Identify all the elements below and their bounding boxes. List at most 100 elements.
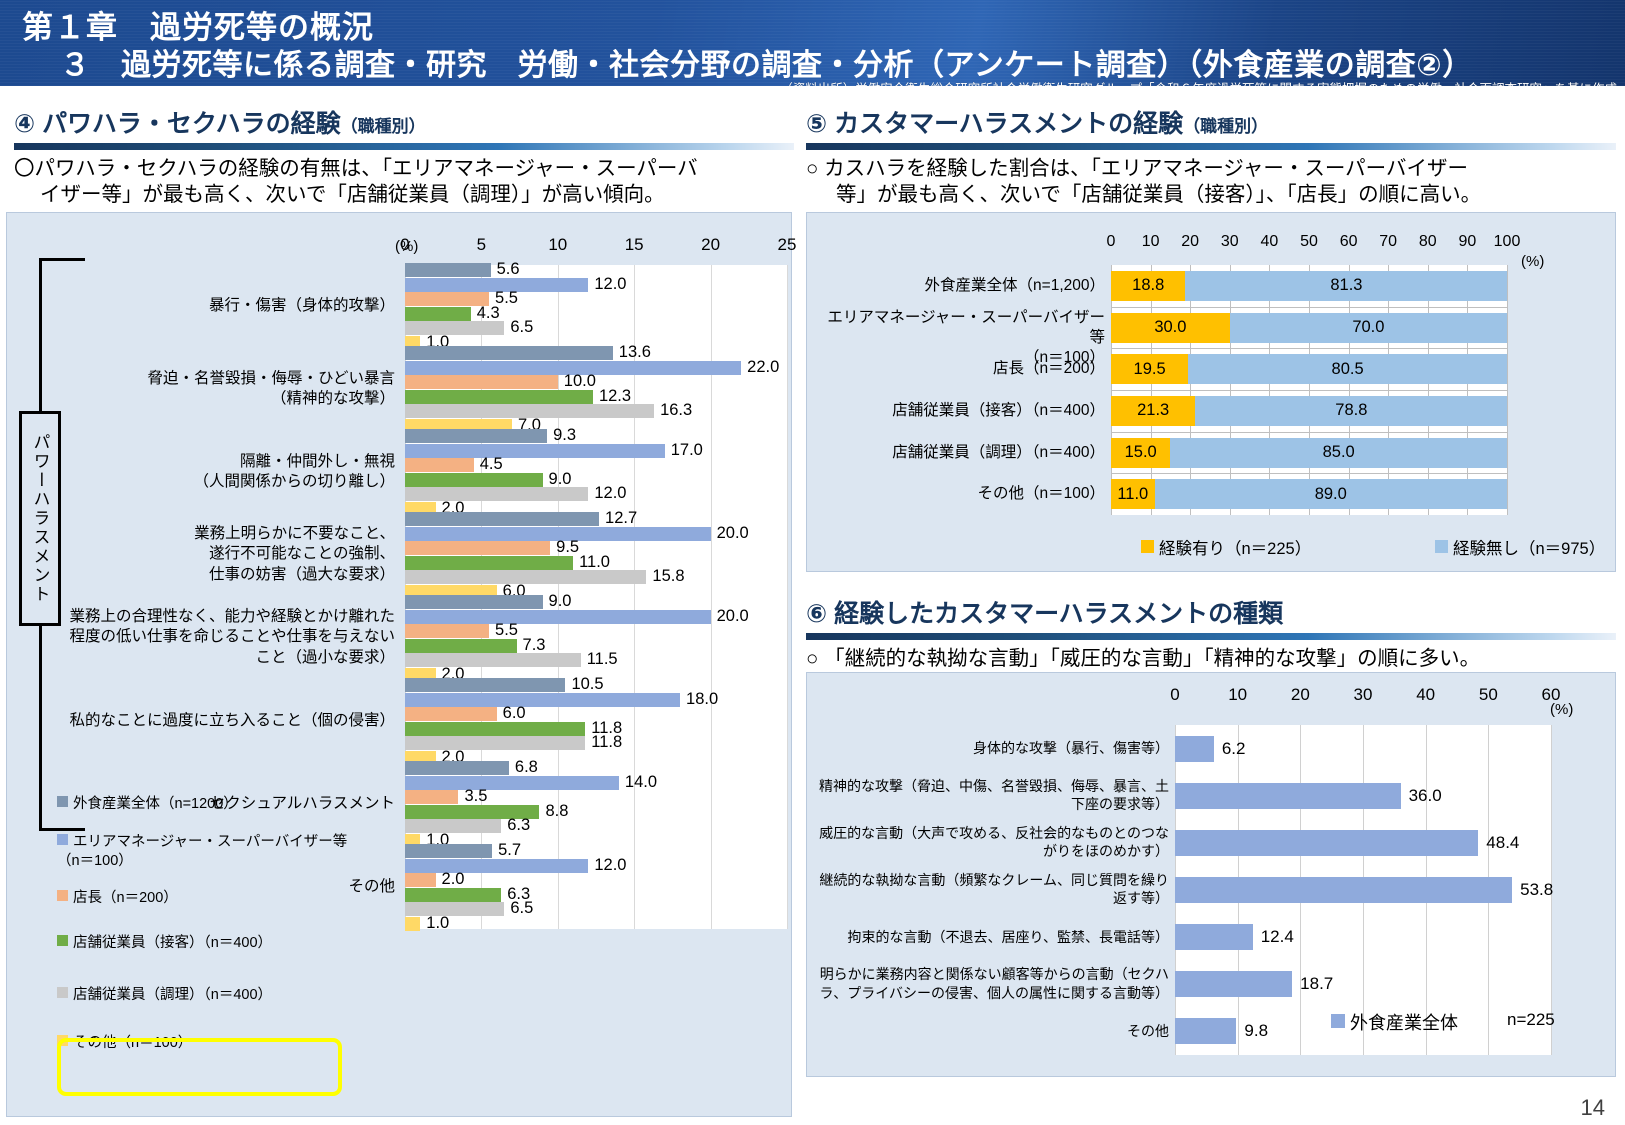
chart5-axis-tick: 0 — [1106, 233, 1116, 250]
chart4-bar — [405, 819, 502, 834]
chart5-bar-segment: 18.8 — [1111, 270, 1186, 301]
chart5-bar-segment: 11.0 — [1111, 479, 1155, 510]
chart5-legend-swatch — [1141, 540, 1154, 553]
chart6-bar-value: 12.4 — [1260, 927, 1294, 947]
section5-lead-line1: ○ カスハラを経験した割合は、「エリアマネージャー・スーパーバイザー — [806, 157, 1468, 180]
section5-lead: ○ カスハラを経験した割合は、「エリアマネージャー・スーパーバイザー 等」が最も… — [806, 156, 1616, 208]
chart4-bar — [405, 624, 490, 639]
chart4-bar-value: 9.0 — [548, 592, 572, 611]
chart4-bar-value: 6.5 — [510, 899, 534, 918]
section4-lead-line2: イザー等」が最も高く、次いで「店舗従業員（調理）」が高い傾向。 — [40, 183, 665, 207]
chart4-bar-value: 11.8 — [591, 733, 623, 752]
section6-lead-line1: ○ 「継続的な執拗な言動」「威圧的な言動」「精神的な攻撃」の順に多い。 — [806, 647, 1481, 670]
chart5-bar-segment: 85.0 — [1170, 437, 1507, 468]
chart4-bar — [405, 804, 540, 819]
chart6-bar-value: 36.0 — [1408, 785, 1442, 805]
chart6-category-label: 威圧的な言動（大声で攻める、反社会的なものとのつな がりをほのめかす） — [819, 824, 1169, 860]
chart6-bar — [1175, 829, 1479, 856]
chart4-bar — [405, 887, 502, 902]
chart6-bar-value: 48.4 — [1486, 832, 1520, 852]
chart4-bar-value: 6.8 — [514, 758, 538, 777]
chart4-legend-label: 店舗従業員（接客）（n＝400） — [73, 935, 273, 951]
chart4-bar — [405, 653, 581, 668]
chart4-bar — [405, 404, 655, 419]
chart4-bar-value: 18.0 — [686, 689, 719, 708]
chart4-axis-tick: 15 — [624, 235, 644, 254]
chart4-category-label: 暴行・傷害（身体的攻撃） — [208, 297, 395, 314]
section5-heading: ⑤ カスタマーハラスメントの経験（職種別） ○ カスハラを経験した割合は、「エリ… — [806, 104, 1616, 208]
chart4-bar — [405, 775, 619, 790]
chart4-bar-value: 6.3 — [507, 884, 531, 903]
chart5-bar-segment: 78.8 — [1195, 395, 1508, 426]
chart4-bar-value: 13.6 — [618, 343, 651, 362]
chart5-rowline — [1111, 348, 1507, 350]
chart4-axis-tick: 25 — [777, 235, 797, 254]
chart4-legend-label: 店長（n＝200） — [73, 890, 178, 906]
chart4-bar — [405, 360, 742, 375]
page-number: 14 — [1580, 1095, 1605, 1120]
chart4-bar — [405, 487, 589, 502]
section4-lead: 〇パワハラ・セクハラの経験の有無は、「エリアマネージャー・スーパーバ イザー等」… — [14, 156, 794, 208]
chart4-bar — [405, 858, 589, 873]
chart6-axis-tick: 20 — [1290, 685, 1310, 704]
chart4-bar — [405, 306, 471, 321]
chart4-bar — [405, 458, 474, 473]
chart4-bar-value: 12.3 — [598, 386, 632, 405]
chart4-bar-value: 6.5 — [510, 318, 534, 337]
chart5-axis-tick: 40 — [1260, 233, 1279, 250]
chart6-bar — [1175, 877, 1513, 903]
chart4-bar — [405, 790, 459, 805]
chart5-legend-label: 経験無し（n＝975） — [1453, 540, 1606, 558]
chart4-bar-value: 15.8 — [652, 567, 685, 586]
chart4-bar-value: 9.5 — [556, 538, 580, 557]
chart4-bar-value: 12.0 — [594, 484, 627, 503]
chart4-bar-value: 20.0 — [716, 606, 749, 625]
chart4-bar — [405, 512, 600, 527]
chart4-legend-label: 外食産業全体（n=1200） — [73, 796, 238, 812]
chart5-axis-tick: 100 — [1493, 233, 1521, 250]
chart4-bar — [405, 844, 493, 859]
section5-rule — [806, 143, 1616, 150]
chart4-bar — [405, 638, 517, 653]
section-title: ３ 過労死等に係る調査・研究 労働・社会分野の調査・分析（アンケート調査）（外食… — [60, 49, 1473, 82]
chart4-bar-value: 11.0 — [579, 552, 610, 571]
chart4-category-label: 脅迫・名誉毀損・侮辱・ひどい暴言 （精神的な攻撃） — [147, 369, 395, 407]
chart4-bar-value: 12.7 — [605, 509, 638, 528]
chart4-category-label: その他 — [348, 878, 395, 895]
chart4-bar — [405, 692, 681, 707]
chart6-axis-tick: 60 — [1541, 685, 1561, 704]
chart4-bar-value: 9.3 — [553, 426, 577, 445]
section6-title-text: 経験したカスタマーハラスメントの種類 — [834, 600, 1284, 628]
chart4-bar-value: 1.0 — [426, 913, 450, 932]
slide-header: 第１章 過労死等の概況 ３ 過労死等に係る調査・研究 労働・社会分野の調査・分析… — [0, 0, 1625, 86]
chart5-rowline — [1111, 473, 1507, 475]
chart4-bar-value: 5.6 — [496, 260, 520, 279]
chart5-panel: 0 10 20 30 40 50 60 70 80 90 100 (%) 経験有り（n＝225） 経験… — [806, 212, 1616, 572]
chart4-bar — [405, 873, 436, 888]
chart4-bar — [405, 526, 711, 541]
chart4-bar-value: 5.5 — [495, 289, 518, 308]
chart4-bar-value: 17.0 — [670, 440, 703, 459]
section5-title-suffix: （職種別） — [1183, 117, 1269, 136]
section4-lead-line1: 〇パワハラ・セクハラの経験の有無は、「エリアマネージャー・スーパーバ — [14, 157, 698, 180]
chart5-bar-segment: 80.5 — [1188, 354, 1507, 385]
chart4-bar — [405, 570, 647, 585]
chart4-bar — [405, 736, 586, 751]
section5-number: ⑤ — [806, 110, 828, 138]
chart4-legend-item: 店長（n＝200） — [57, 889, 357, 908]
chart6-bar — [1175, 735, 1214, 762]
chart6-axis-tick: 50 — [1478, 685, 1498, 704]
chart6-category-label: 身体的な攻撃（暴行、傷害等） — [973, 740, 1169, 757]
chart4-bar-value: 8.8 — [545, 801, 569, 820]
legend-highlight-box — [57, 1038, 342, 1096]
chart4-bar-value: 11.5 — [586, 650, 618, 669]
chart5-category-label: 店舗従業員（調理）（n＝400） — [892, 443, 1105, 461]
chapter-title: 第１章 過労死等の概況 — [22, 10, 374, 45]
chart5-bar-segment: 89.0 — [1154, 479, 1507, 510]
chart4-bar — [405, 555, 574, 570]
chart4-bar-value: 4.3 — [476, 303, 500, 322]
chart6-bar-value: 9.8 — [1244, 1021, 1269, 1041]
chart4-panel: 0 5 10 15 20 25 (%) パワーハラスメント 外食産業全体（n=1200） エ… — [6, 212, 796, 1117]
chart5-axis-tick: 70 — [1379, 233, 1398, 250]
